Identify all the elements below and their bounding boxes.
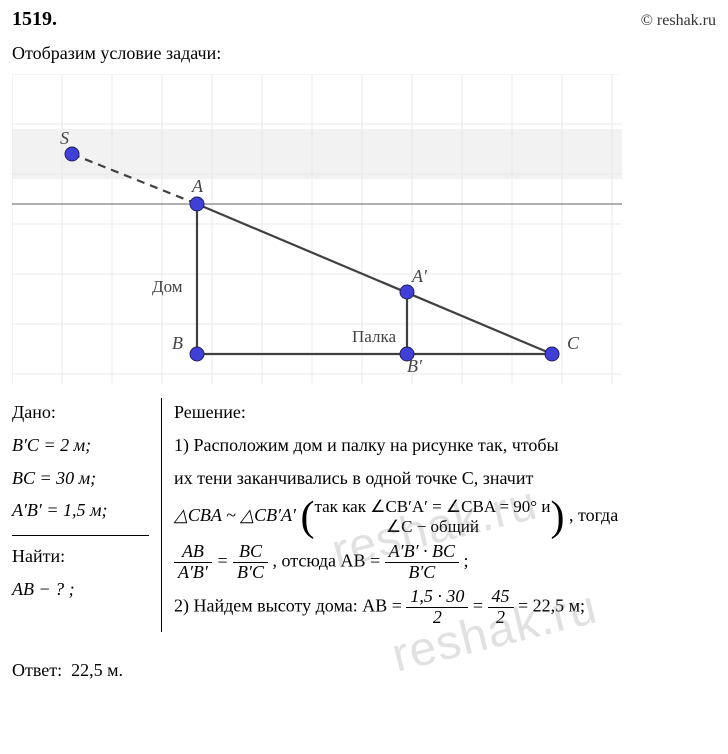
svg-text:B': B'	[407, 356, 423, 376]
reason-paren: ( так как ∠CB′A′ = ∠CBA = 90° и ∠C − общ…	[300, 496, 564, 538]
svg-text:Палка: Палка	[352, 327, 396, 346]
svg-text:B: B	[172, 333, 183, 353]
solution-proportion: AB A′B′ = BC B′C , отсюда AB = A′B′ · BC…	[174, 542, 716, 583]
close-paren: )	[550, 496, 564, 538]
frac-ab-ab2: AB A′B′	[174, 542, 212, 583]
similarity-expr: △CBA ~ △CB′A′	[174, 506, 296, 526]
step2-text: 2) Найдем высоту дома: AB =	[174, 595, 402, 615]
copyright-text: © reshak.ru	[641, 12, 716, 30]
geometry-diagram: S A B A' B' C Дом Палка	[12, 74, 622, 384]
given-line-3: A′B′ = 1,5 м;	[12, 496, 149, 525]
given-line-2: BC = 30 м;	[12, 464, 149, 493]
answer-value: 22,5 м.	[71, 660, 123, 680]
solution-similarity: △CBA ~ △CB′A′ ( так как ∠CB′A′ = ∠CBA = …	[174, 496, 716, 538]
result-text: = 22,5 м;	[518, 595, 585, 615]
problem-number: 1519.	[12, 8, 57, 31]
given-column: Дано: B′C = 2 м; BC = 30 м; A′B′ = 1,5 м…	[12, 398, 162, 632]
find-line: AB − ? ;	[12, 575, 149, 604]
frac-bc-bc2: BC B′C	[233, 542, 268, 583]
svg-text:Дом: Дом	[152, 277, 183, 296]
hence-text: , отсюда AB =	[272, 551, 380, 571]
solution-step-1b: их тени заканчивались в одной точке C, з…	[174, 464, 716, 493]
solution-layout: Дано: B′C = 2 м; BC = 30 м; A′B′ = 1,5 м…	[12, 398, 716, 632]
then-text: , тогда	[569, 506, 618, 526]
find-title: Найти:	[12, 542, 149, 571]
svg-text:S: S	[60, 128, 69, 148]
svg-text:A: A	[191, 176, 204, 196]
answer-line: Ответ: 22,5 м.	[12, 660, 716, 681]
open-paren: (	[300, 496, 314, 538]
frac-calc2: 45 2	[488, 587, 514, 628]
solution-step-2: 2) Найдем высоту дома: AB = 1,5 · 30 2 =…	[174, 587, 716, 628]
header: 1519. © reshak.ru	[12, 8, 716, 31]
frac-formula: A′B′ · BC B′C	[385, 542, 459, 583]
intro-text: Отобразим условие задачи:	[12, 43, 716, 64]
given-title: Дано:	[12, 398, 149, 427]
reason-top: так как ∠CB′A′ = ∠CBA = 90° и	[314, 497, 550, 516]
svg-text:A': A'	[411, 266, 428, 286]
frac-calc1: 1,5 · 30 2	[406, 587, 468, 628]
answer-label: Ответ:	[12, 660, 62, 680]
given-line-1: B′C = 2 м;	[12, 431, 149, 460]
semicolon-1: ;	[464, 551, 469, 571]
eq1: =	[473, 595, 488, 615]
solution-title: Решение:	[174, 398, 716, 427]
solution-step-1a: 1) Расположим дом и палку на рисунке так…	[174, 431, 716, 460]
solution-column: Решение: 1) Расположим дом и палку на ри…	[162, 398, 716, 632]
svg-text:C: C	[567, 333, 580, 353]
reason-bot: ∠C − общий	[386, 517, 479, 536]
